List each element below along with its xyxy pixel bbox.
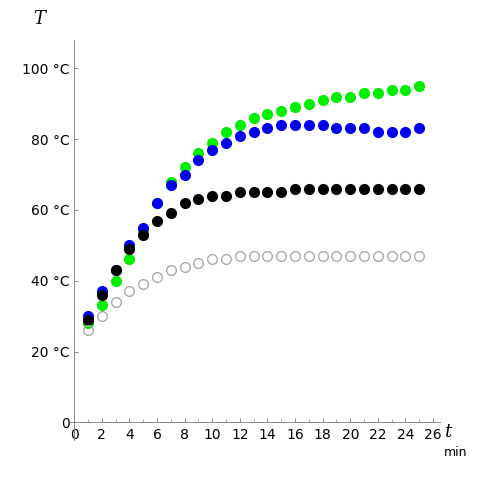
Text: T: T [33,10,45,28]
Text: t: t [444,423,451,441]
Text: min: min [444,446,467,458]
